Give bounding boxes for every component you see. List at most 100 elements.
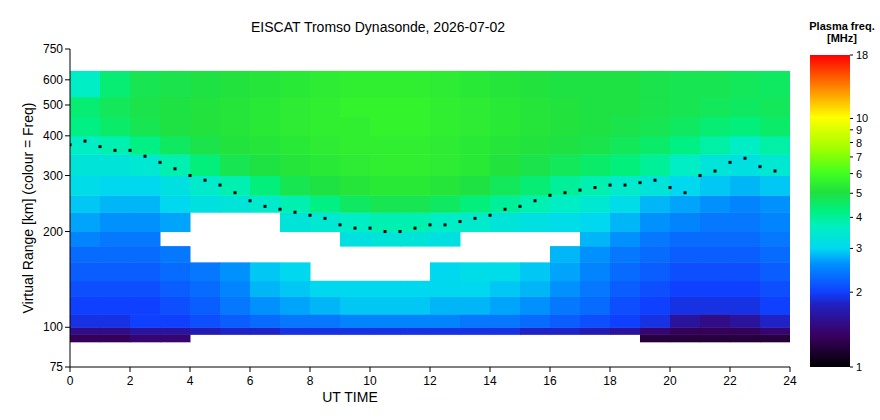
colorbar-tick xyxy=(850,156,853,157)
cell xyxy=(70,232,101,247)
cell xyxy=(640,117,671,137)
cell xyxy=(730,71,761,98)
y-tick xyxy=(65,79,70,80)
colorbar-tick xyxy=(850,55,853,56)
cell xyxy=(580,262,611,281)
cell xyxy=(400,71,431,98)
y-tick xyxy=(65,49,70,50)
x-tick xyxy=(370,367,371,372)
x-tick-label: 0 xyxy=(67,374,74,388)
cell xyxy=(460,136,491,155)
cell xyxy=(190,136,221,155)
cell xyxy=(370,176,401,196)
cell xyxy=(100,71,131,98)
cell xyxy=(580,136,611,155)
cell xyxy=(100,195,131,212)
cell xyxy=(550,154,581,176)
cell xyxy=(730,281,761,297)
cell xyxy=(100,314,131,328)
cell xyxy=(460,296,491,314)
trace-point xyxy=(549,194,552,197)
cell xyxy=(610,281,641,297)
cell xyxy=(730,176,761,196)
cell xyxy=(340,281,371,297)
x-tick-label: 10 xyxy=(363,374,377,388)
colorbar-unit: [MHz] xyxy=(827,32,857,44)
cell xyxy=(160,334,191,342)
cell xyxy=(700,154,731,176)
x-tick-label: 16 xyxy=(543,374,557,388)
cell xyxy=(70,334,101,342)
cell xyxy=(580,71,611,98)
cell xyxy=(280,314,311,328)
cell xyxy=(130,117,161,137)
y-tick xyxy=(65,231,70,232)
colorbar-tick-label: 10 xyxy=(856,112,868,124)
cell xyxy=(250,154,281,176)
x-tick xyxy=(610,367,611,372)
cell xyxy=(610,296,641,314)
cell xyxy=(70,97,101,117)
cell xyxy=(610,232,641,247)
trace-point xyxy=(759,165,762,168)
cell xyxy=(250,281,281,297)
cell xyxy=(190,296,221,314)
cell xyxy=(670,195,701,212)
cell xyxy=(370,71,401,98)
cell xyxy=(550,281,581,297)
cell xyxy=(220,296,251,314)
cell xyxy=(190,262,221,281)
trace-point xyxy=(444,223,447,226)
cell xyxy=(550,117,581,137)
y-tick xyxy=(65,135,70,136)
cell xyxy=(190,117,221,137)
cell xyxy=(490,71,521,98)
cell xyxy=(520,314,551,328)
cell xyxy=(550,296,581,314)
cell xyxy=(250,296,281,314)
cell xyxy=(760,232,790,247)
cell xyxy=(310,71,341,98)
colorbar-tick xyxy=(850,292,853,293)
cell xyxy=(130,97,161,117)
cell xyxy=(190,176,221,196)
cell xyxy=(160,246,191,263)
cell xyxy=(490,327,521,335)
cell xyxy=(640,176,671,196)
cell xyxy=(610,176,641,196)
x-tick-label: 12 xyxy=(423,374,437,388)
cell xyxy=(310,195,341,212)
cell xyxy=(340,117,371,137)
trace-point xyxy=(129,149,132,152)
cell xyxy=(400,117,431,137)
cell xyxy=(520,117,551,137)
cell xyxy=(730,117,761,137)
cell xyxy=(100,334,131,342)
cell xyxy=(670,232,701,247)
x-tick xyxy=(310,367,311,372)
cell xyxy=(640,314,671,328)
trace-point xyxy=(774,170,777,173)
colorbar-tick xyxy=(850,118,853,119)
x-tick xyxy=(490,367,491,372)
cell xyxy=(370,232,401,247)
cell xyxy=(340,195,371,212)
cell xyxy=(250,176,281,196)
cell xyxy=(460,71,491,98)
trace-point xyxy=(144,155,147,158)
title: EISCAT Tromso Dynasonde, 2026-07-02 xyxy=(251,19,505,35)
cell xyxy=(280,176,311,196)
cell xyxy=(160,327,191,335)
cell xyxy=(760,262,790,281)
cell xyxy=(670,97,701,117)
cell xyxy=(220,176,251,196)
trace-point xyxy=(474,217,477,220)
y-tick xyxy=(65,367,70,368)
cell xyxy=(550,97,581,117)
cell xyxy=(700,246,731,263)
y-tick-label: 500 xyxy=(43,98,63,112)
trace-point xyxy=(294,211,297,214)
cell xyxy=(160,176,191,196)
cell xyxy=(310,314,341,328)
cell xyxy=(250,97,281,117)
